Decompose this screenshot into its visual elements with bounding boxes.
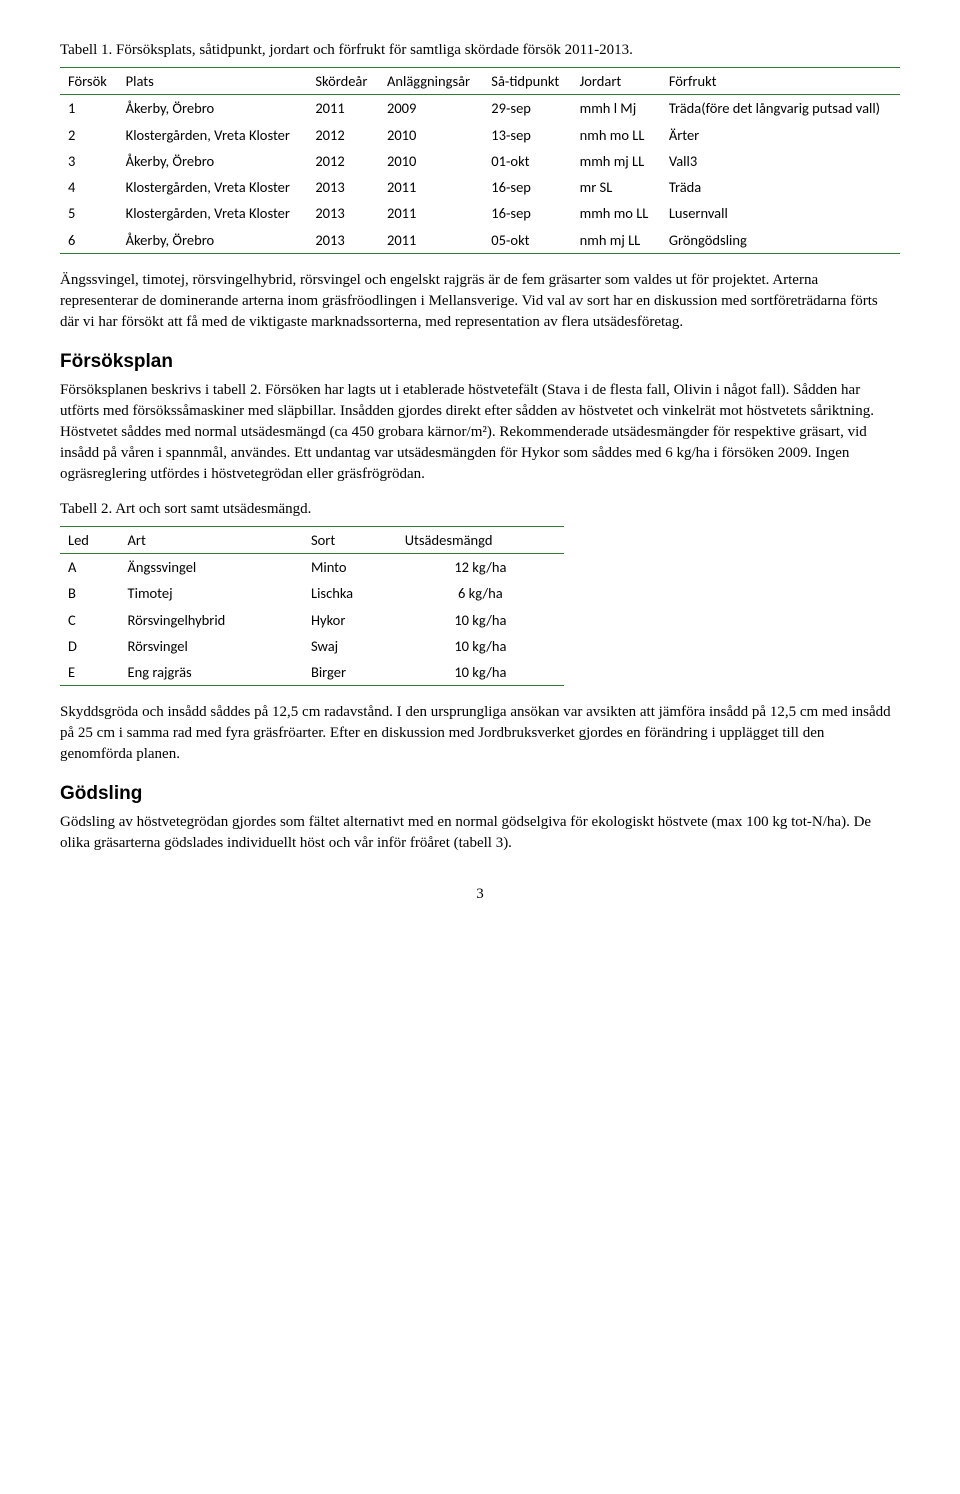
t2-cell: Rörsvingelhybrid — [120, 607, 303, 633]
t2-cell: Lischka — [303, 580, 397, 606]
t1-body: 1Åkerby, Örebro2011200929-sepmmh l MjTrä… — [60, 95, 900, 254]
t1-cell: 2010 — [379, 148, 483, 174]
t1-cell: 5 — [60, 200, 118, 226]
t1-cell: 2012 — [307, 148, 379, 174]
t1-cell: 3 — [60, 148, 118, 174]
t2-body: AÄngssvingelMinto12 kg/ha BTimotejLischka… — [60, 553, 564, 685]
t1-h5: Jordart — [572, 68, 661, 95]
t1-cell: 2012 — [307, 122, 379, 148]
t1-cell: Klostergården, Vreta Kloster — [118, 174, 308, 200]
heading-forsoksplan: Försöksplan — [60, 349, 900, 376]
t1-cell: mmh l Mj — [572, 95, 661, 122]
t1-h0: Försök — [60, 68, 118, 95]
t1-cell: mmh mj LL — [572, 148, 661, 174]
t2-cell: B — [60, 580, 120, 606]
t1-cell: 2013 — [307, 200, 379, 226]
t2-cell: C — [60, 607, 120, 633]
t2-cell: Eng rajgräs — [120, 659, 303, 686]
t1-cell: Ärter — [661, 122, 900, 148]
t1-cell: 2011 — [379, 227, 483, 254]
t1-cell: Klostergården, Vreta Kloster — [118, 122, 308, 148]
t2-cell: 10 kg/ha — [397, 659, 564, 686]
t1-cell: Åkerby, Örebro — [118, 148, 308, 174]
t1-cell: Träda(före det långvarig putsad vall) — [661, 95, 900, 122]
t2-h2: Sort — [303, 526, 397, 553]
page-number: 3 — [60, 884, 900, 905]
t1-cell: 29-sep — [483, 95, 571, 122]
heading-godsling: Gödsling — [60, 781, 900, 808]
t2-cell: Minto — [303, 553, 397, 580]
t1-h3: Anläggningsår — [379, 68, 483, 95]
t2-h0: Led — [60, 526, 120, 553]
paragraph-3: Skyddsgröda och insådd såddes på 12,5 cm… — [60, 702, 900, 765]
t2-cell: E — [60, 659, 120, 686]
t1-cell: 6 — [60, 227, 118, 254]
t1-cell: Vall3 — [661, 148, 900, 174]
t1-cell: Träda — [661, 174, 900, 200]
t1-cell: nmh mo LL — [572, 122, 661, 148]
t2-cell: 12 kg/ha — [397, 553, 564, 580]
t2-h3: Utsädesmängd — [397, 526, 564, 553]
t2-cell: 6 kg/ha — [397, 580, 564, 606]
table2: Led Art Sort Utsädesmängd AÄngssvingelMi… — [60, 526, 564, 687]
t2-cell: D — [60, 633, 120, 659]
t1-cell: Klostergården, Vreta Kloster — [118, 200, 308, 226]
t1-h2: Skördeår — [307, 68, 379, 95]
t2-cell: Hykor — [303, 607, 397, 633]
table1-caption: Tabell 1. Försöksplats, såtidpunkt, jord… — [60, 40, 900, 61]
t1-cell: 2010 — [379, 122, 483, 148]
t1-cell: mmh mo LL — [572, 200, 661, 226]
t1-cell: 2009 — [379, 95, 483, 122]
t1-cell: 13-sep — [483, 122, 571, 148]
t1-cell: 2011 — [379, 200, 483, 226]
t1-h1: Plats — [118, 68, 308, 95]
t1-cell: nmh mj LL — [572, 227, 661, 254]
t1-h4: Så-tidpunkt — [483, 68, 571, 95]
t1-cell: 2013 — [307, 174, 379, 200]
paragraph-4: Gödsling av höstvetegrödan gjordes som f… — [60, 812, 900, 854]
t2-cell: Timotej — [120, 580, 303, 606]
t2-h1: Art — [120, 526, 303, 553]
t2-cell: A — [60, 553, 120, 580]
t2-cell: 10 kg/ha — [397, 633, 564, 659]
paragraph-1: Ängssvingel, timotej, rörsvingelhybrid, … — [60, 270, 900, 333]
t1-cell: 16-sep — [483, 174, 571, 200]
table2-caption: Tabell 2. Art och sort samt utsädesmängd… — [60, 499, 900, 520]
t1-cell: Lusernvall — [661, 200, 900, 226]
t2-cell: Ängssvingel — [120, 553, 303, 580]
t1-cell: 16-sep — [483, 200, 571, 226]
t2-cell: Rörsvingel — [120, 633, 303, 659]
table1: Försök Plats Skördeår Anläggningsår Så-t… — [60, 67, 900, 254]
t1-cell: Åkerby, Örebro — [118, 227, 308, 254]
t1-cell: 2013 — [307, 227, 379, 254]
t1-cell: 01-okt — [483, 148, 571, 174]
t1-cell: 05-okt — [483, 227, 571, 254]
t1-h6: Förfrukt — [661, 68, 900, 95]
paragraph-2: Försöksplanen beskrivs i tabell 2. Försö… — [60, 380, 900, 485]
t2-cell: 10 kg/ha — [397, 607, 564, 633]
t1-cell: 2011 — [307, 95, 379, 122]
t1-cell: mr SL — [572, 174, 661, 200]
t1-cell: Gröngödsling — [661, 227, 900, 254]
t1-cell: 1 — [60, 95, 118, 122]
t1-cell: Åkerby, Örebro — [118, 95, 308, 122]
t1-cell: 4 — [60, 174, 118, 200]
t2-cell: Swaj — [303, 633, 397, 659]
t1-cell: 2011 — [379, 174, 483, 200]
t2-cell: Birger — [303, 659, 397, 686]
t1-cell: 2 — [60, 122, 118, 148]
